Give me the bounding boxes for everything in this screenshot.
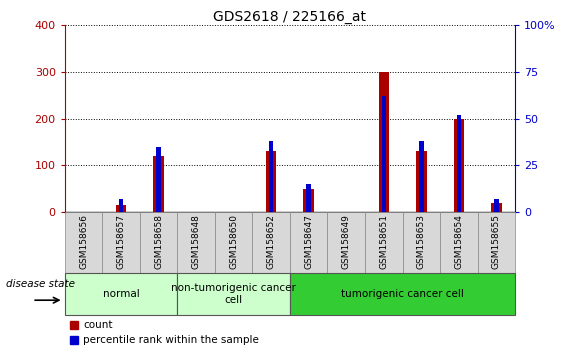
Bar (378, 72, 389, 212)
Text: GSM158656: GSM158656 (79, 214, 88, 269)
Bar (266, 152, 276, 212)
Text: GSM158651: GSM158651 (379, 214, 388, 269)
Text: non-tumorigenic cancer
cell: non-tumorigenic cancer cell (171, 283, 296, 305)
Bar (440, 212, 477, 273)
Bar (153, 156, 164, 212)
Bar (177, 273, 290, 315)
Bar (252, 212, 290, 273)
Bar (457, 115, 461, 212)
Bar (416, 152, 427, 212)
Bar (215, 212, 252, 273)
Bar (65, 212, 102, 273)
Text: GSM158654: GSM158654 (454, 214, 463, 269)
Bar (102, 212, 140, 273)
Text: GSM158655: GSM158655 (492, 214, 501, 269)
Text: GSM158647: GSM158647 (304, 214, 313, 269)
Bar (454, 119, 464, 212)
Bar (306, 184, 311, 212)
Bar (157, 147, 161, 212)
Text: GSM158657: GSM158657 (117, 214, 126, 269)
Text: GSM158648: GSM158648 (191, 214, 200, 269)
Bar (303, 189, 314, 212)
Bar (177, 212, 215, 273)
Text: GSM158653: GSM158653 (417, 214, 426, 269)
Text: GSM158652: GSM158652 (267, 214, 276, 269)
Bar (290, 273, 515, 315)
Bar (494, 199, 499, 212)
Bar (419, 141, 423, 212)
Bar (477, 212, 515, 273)
Bar (382, 96, 386, 212)
Text: disease state: disease state (6, 279, 75, 289)
Text: tumorigenic cancer cell: tumorigenic cancer cell (341, 289, 464, 299)
Bar (290, 212, 328, 273)
Bar (269, 141, 274, 212)
Bar (65, 273, 177, 315)
Bar (328, 212, 365, 273)
Legend: count, percentile rank within the sample: count, percentile rank within the sample (70, 320, 260, 346)
Title: GDS2618 / 225166_at: GDS2618 / 225166_at (213, 10, 367, 24)
Text: GSM158649: GSM158649 (342, 214, 351, 269)
Bar (491, 203, 502, 212)
Bar (116, 205, 126, 212)
Text: normal: normal (102, 289, 140, 299)
Bar (403, 212, 440, 273)
Bar (119, 199, 123, 212)
Text: GSM158650: GSM158650 (229, 214, 238, 269)
Bar (140, 212, 177, 273)
Text: GSM158658: GSM158658 (154, 214, 163, 269)
Bar (365, 212, 403, 273)
